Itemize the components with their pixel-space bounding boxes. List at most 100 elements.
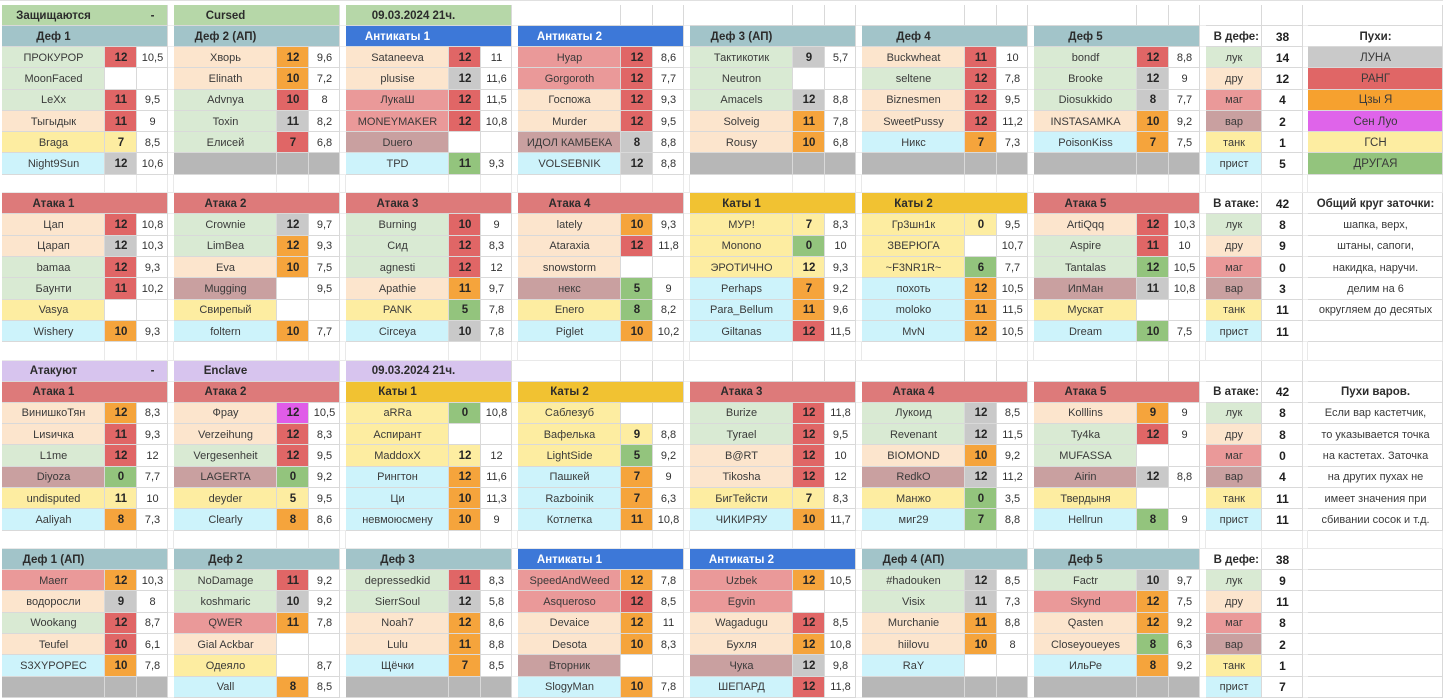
level-cell[interactable]: 12 <box>793 570 825 592</box>
player-cell[interactable]: Diyoza <box>2 466 105 488</box>
empty-cell[interactable] <box>1137 5 1169 26</box>
level-cell[interactable]: 7 <box>621 466 653 488</box>
level-cell[interactable]: 12 <box>1137 47 1169 69</box>
level-cell[interactable]: 8 <box>1137 509 1169 531</box>
player-cell[interactable]: Vasya <box>2 299 105 321</box>
rating-cell[interactable]: 8,5 <box>653 591 684 613</box>
class-count[interactable]: 1 <box>1262 132 1303 154</box>
level-cell[interactable]: 11 <box>621 509 653 531</box>
empty-cell[interactable] <box>1206 360 1262 382</box>
rating-cell[interactable]: 7,8 <box>653 676 684 698</box>
rating-cell[interactable]: 11,8 <box>825 676 856 698</box>
band-title[interactable]: Enclave <box>174 360 340 382</box>
rating-cell[interactable]: 8,2 <box>653 299 684 321</box>
side-title[interactable]: Пухи: <box>1308 26 1443 47</box>
player-cell[interactable]: BIOMOND <box>862 445 965 467</box>
rating-cell[interactable]: 7,8 <box>653 570 684 592</box>
rating-cell[interactable]: 10,8 <box>653 509 684 531</box>
level-cell[interactable]: 10 <box>105 634 137 656</box>
player-cell[interactable]: Enero <box>518 299 621 321</box>
rating-cell[interactable]: 10 <box>137 487 168 510</box>
player-cell[interactable]: Hellrun <box>1034 509 1137 531</box>
level-cell[interactable]: 9 <box>1137 402 1169 425</box>
class-count[interactable]: 14 <box>1262 47 1303 69</box>
level-cell[interactable]: 11 <box>105 89 137 111</box>
rating-cell[interactable]: 8,8 <box>481 634 512 656</box>
group-header[interactable]: Атака 2 <box>174 381 340 403</box>
level-cell[interactable]: 11 <box>277 110 309 133</box>
rating-cell[interactable]: 11,5 <box>825 320 856 343</box>
group-header[interactable]: Каты 1 <box>346 381 512 403</box>
class-count[interactable]: 5 <box>1262 153 1303 175</box>
level-cell[interactable] <box>1137 487 1169 510</box>
level-cell[interactable]: 0 <box>105 466 137 488</box>
group-header[interactable]: Атака 5 <box>1034 381 1200 403</box>
level-cell[interactable]: 7 <box>621 487 653 510</box>
level-cell[interactable]: 12 <box>105 570 137 592</box>
level-cell[interactable]: 7 <box>449 655 481 677</box>
rating-cell[interactable]: 10,8 <box>1169 278 1200 300</box>
rating-cell[interactable]: 12 <box>825 466 856 488</box>
group-header[interactable]: Деф 3 <box>346 549 512 571</box>
level-cell[interactable]: 10 <box>793 132 825 154</box>
player-cell[interactable]: Devaice <box>518 612 621 635</box>
level-cell[interactable]: 12 <box>277 47 309 69</box>
empty-cell[interactable] <box>1308 612 1443 635</box>
rating-cell[interactable]: 9 <box>653 278 684 300</box>
level-cell[interactable]: 12 <box>1137 256 1169 279</box>
level-cell[interactable]: 12 <box>105 153 137 175</box>
player-cell[interactable]: QWER <box>174 612 277 635</box>
stats-title[interactable]: В дефе: <box>1206 549 1262 571</box>
player-cell[interactable]: Gorgoroth <box>518 68 621 90</box>
player-cell[interactable]: Burize <box>690 402 793 425</box>
player-cell[interactable]: Qasten <box>1034 612 1137 635</box>
player-cell[interactable]: Visix <box>862 591 965 613</box>
player-cell[interactable]: Clearly <box>174 509 277 531</box>
level-cell[interactable]: 10 <box>449 509 481 531</box>
level-cell[interactable]: 10 <box>449 487 481 510</box>
class-count[interactable]: 11 <box>1262 320 1303 343</box>
level-cell[interactable]: 12 <box>449 612 481 635</box>
player-cell[interactable]: ПРОКУРОР <box>2 47 105 69</box>
level-cell[interactable]: 12 <box>105 47 137 69</box>
player-cell[interactable]: Amacels <box>690 89 793 111</box>
class-label[interactable]: маг <box>1206 445 1262 467</box>
rating-cell[interactable]: 7,8 <box>825 110 856 133</box>
weapon-chip[interactable]: ГСН <box>1308 132 1443 154</box>
rating-cell[interactable]: 7,8 <box>309 612 340 635</box>
rating-cell[interactable]: 8,5 <box>309 676 340 698</box>
level-cell[interactable]: 8 <box>1137 634 1169 656</box>
level-cell[interactable]: 12 <box>793 89 825 111</box>
empty-cell[interactable] <box>1262 360 1303 382</box>
rating-cell[interactable]: 11,2 <box>997 466 1028 488</box>
rating-cell[interactable]: 9,5 <box>997 214 1028 236</box>
rating-cell[interactable]: 9,2 <box>309 570 340 592</box>
rating-cell[interactable]: 11,6 <box>481 466 512 488</box>
level-cell[interactable]: 12 <box>1137 591 1169 613</box>
rating-cell[interactable]: 10,8 <box>481 402 512 425</box>
player-cell[interactable]: Noah7 <box>346 612 449 635</box>
level-cell[interactable]: 12 <box>965 402 997 425</box>
level-cell[interactable]: 6 <box>965 256 997 279</box>
player-cell[interactable]: NoDamage <box>174 570 277 592</box>
weapon-chip[interactable]: ЛУНА <box>1308 47 1443 69</box>
player-cell[interactable]: Para_Bellum <box>690 299 793 321</box>
player-cell[interactable]: Advnya <box>174 89 277 111</box>
player-cell[interactable]: Lulu <box>346 634 449 656</box>
level-cell[interactable]: 0 <box>965 487 997 510</box>
level-cell[interactable]: 12 <box>793 676 825 698</box>
level-cell[interactable]: 12 <box>793 612 825 635</box>
rating-cell[interactable]: 11,5 <box>997 424 1028 446</box>
empty-cell[interactable] <box>1308 360 1443 382</box>
empty-cell[interactable] <box>825 360 856 382</box>
empty-cell[interactable] <box>1034 360 1137 382</box>
class-count[interactable]: 3 <box>1262 278 1303 300</box>
level-cell[interactable]: 12 <box>621 235 653 257</box>
rating-cell[interactable]: 7,5 <box>1169 591 1200 613</box>
rating-cell[interactable] <box>481 132 512 154</box>
weapon-chip[interactable]: РАНГ <box>1308 68 1443 90</box>
rating-cell[interactable] <box>481 424 512 446</box>
player-cell[interactable]: seltene <box>862 68 965 90</box>
level-cell[interactable]: 10 <box>277 320 309 343</box>
player-cell[interactable]: Фрау <box>174 402 277 425</box>
